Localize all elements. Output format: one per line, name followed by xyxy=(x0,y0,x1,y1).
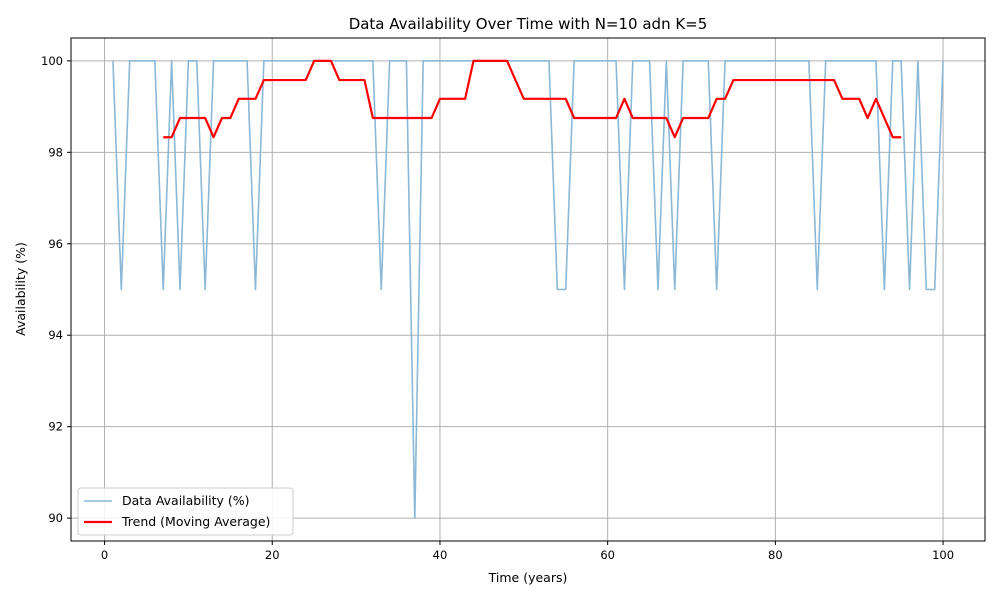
x-tick-label: 80 xyxy=(768,548,783,562)
plot-frame xyxy=(70,37,986,542)
legend-label: Data Availability (%) xyxy=(122,493,250,508)
x-tick-label: 0 xyxy=(101,548,108,562)
x-tick-label: 100 xyxy=(932,548,954,562)
x-tick-label: 40 xyxy=(433,548,448,562)
x-tick-label: 20 xyxy=(265,548,280,562)
y-axis-label: Availability (%) xyxy=(13,242,28,336)
legend: Data Availability (%) Trend (Moving Avera… xyxy=(77,487,294,536)
y-tick-label: 90 xyxy=(48,511,63,525)
series-line-trend xyxy=(163,59,902,139)
y-tick-label: 100 xyxy=(41,54,63,68)
chart-title: Data Availability Over Time with N=10 ad… xyxy=(349,15,708,33)
grid xyxy=(71,38,985,541)
series-line-data-availability xyxy=(112,60,944,519)
series-layer xyxy=(112,59,944,519)
y-tick-label: 96 xyxy=(48,237,63,251)
legend-box xyxy=(77,487,294,536)
y-tick-label: 98 xyxy=(48,145,63,159)
x-tick-label: 60 xyxy=(600,548,615,562)
x-axis-label: Time (years) xyxy=(488,570,568,585)
y-tick-label: 92 xyxy=(48,420,63,434)
y-tick-label: 94 xyxy=(48,328,63,342)
ticks: 0 20 40 60 80 100 90 92 94 96 98 100 xyxy=(41,54,954,562)
legend-label: Trend (Moving Average) xyxy=(121,514,270,529)
